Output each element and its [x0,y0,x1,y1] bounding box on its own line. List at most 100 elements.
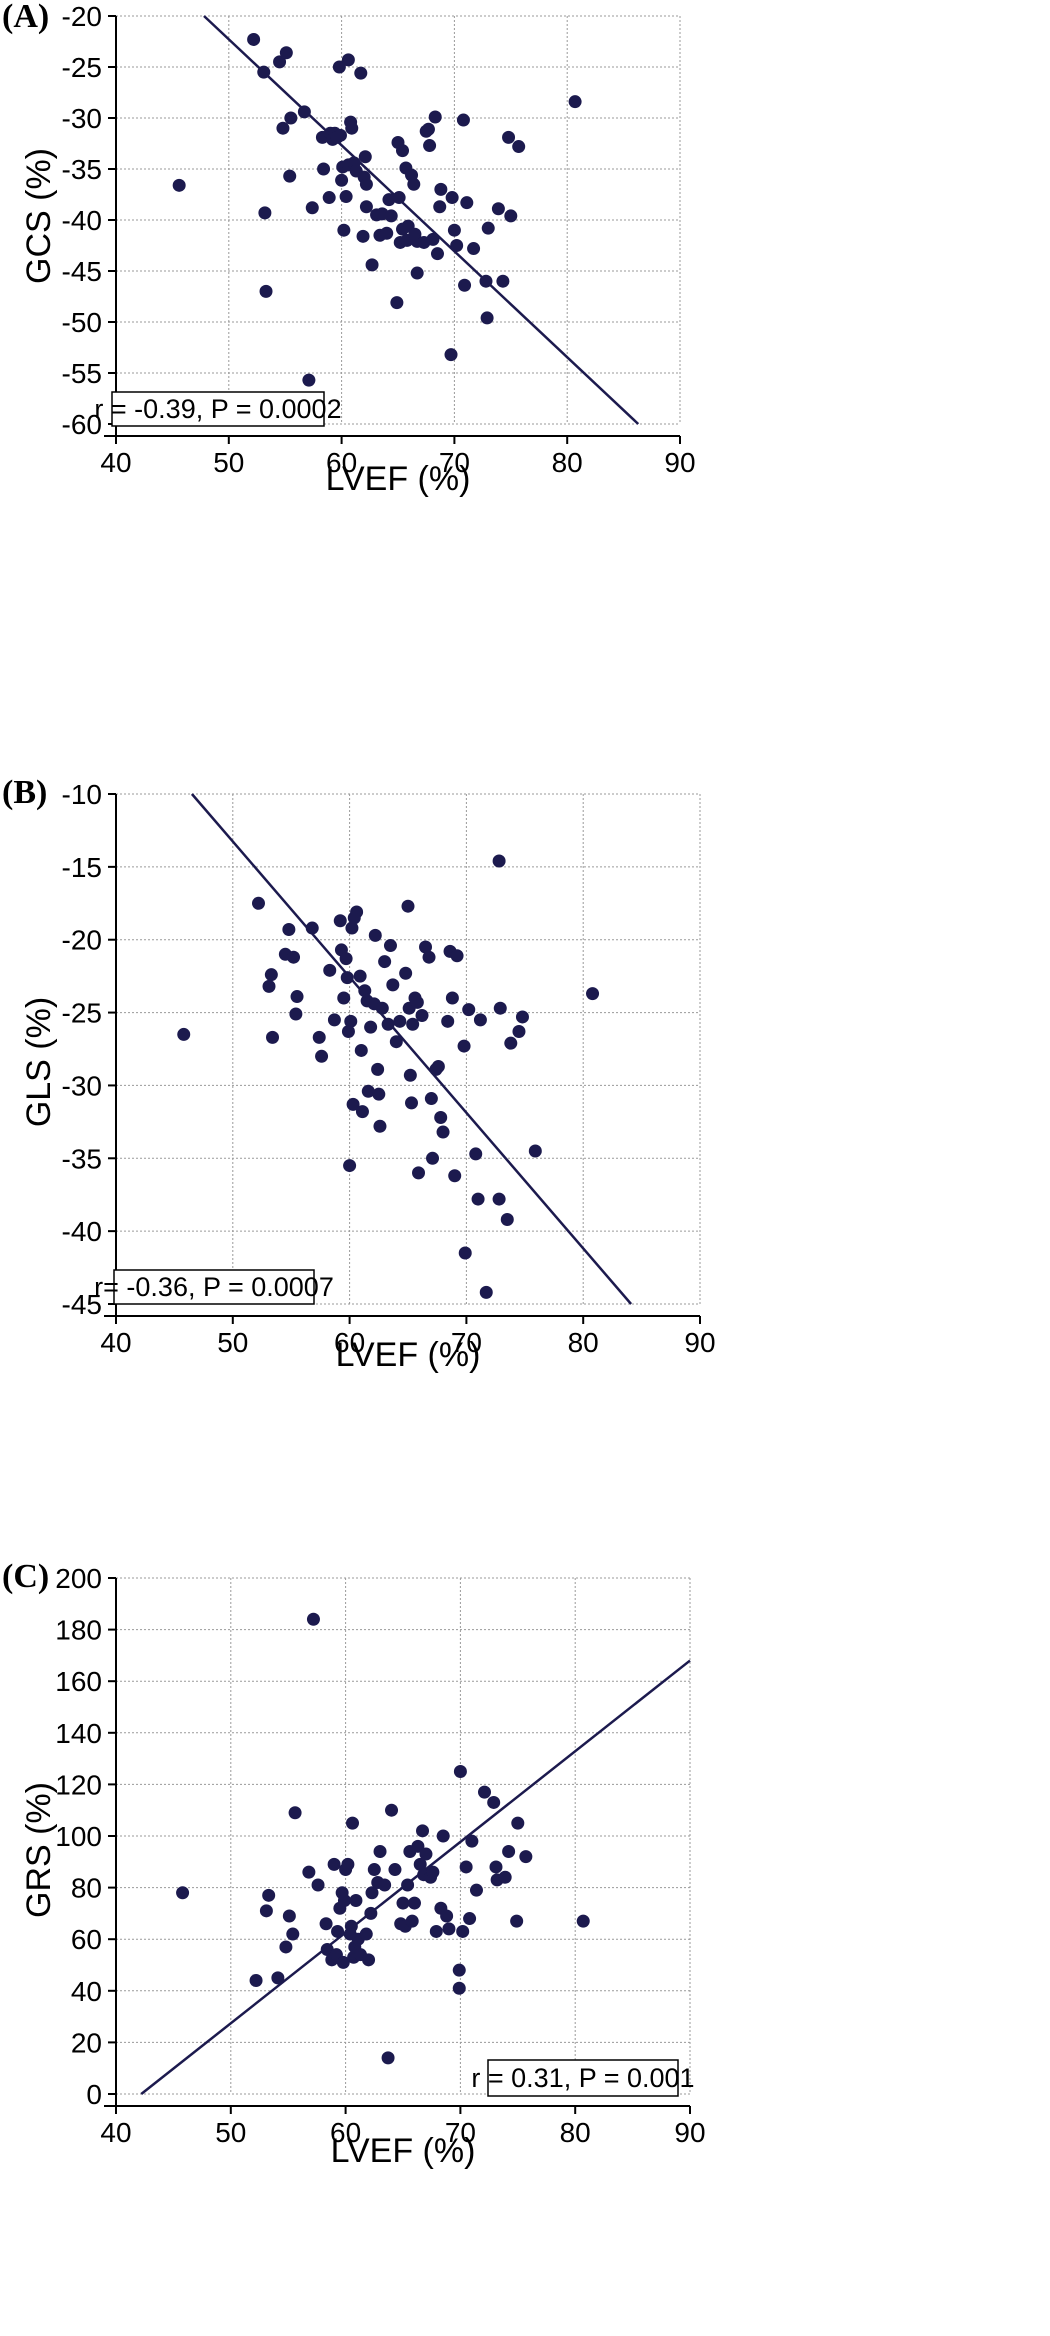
chart-c-data-point [419,1847,433,1861]
chart-b-data-point [500,1212,514,1226]
chart-panel-a: -60 -55 -50 -45 -40 -35 -30 -25 -20 40 50 60 70 80 90 L… [0,0,1050,752]
chart-c-data-point [405,1914,419,1928]
chart-c-data-point [311,1878,325,1892]
chart-b-regression-line [190,793,633,1305]
chart-c-data-point [452,1963,466,1977]
chart-b-data-point [403,1068,417,1082]
chart-b-y-tick-label: -10 [62,779,102,810]
chart-b-data-point [405,1096,419,1110]
chart-b-data-point [323,963,337,977]
chart-a-data-point [337,223,351,237]
chart-a-data-point [445,191,459,205]
chart-b-data-point [361,1084,375,1098]
chart-b-data-point [434,1110,448,1124]
chart-c-data-point [331,1924,345,1938]
chart-c-y-tick-label: 100 [55,1821,102,1852]
chart-c-x-tick-label: 60 [330,2117,361,2148]
chart-c-data-point [429,1924,443,1938]
chart-c-x-tick-label: 50 [215,2117,246,2148]
chart-a-data-point [297,105,311,119]
chart-a-data-point [332,60,346,74]
chart-c-data-point [378,1878,392,1892]
chart-b-data-point [426,1151,440,1165]
chart-c-y-axis-title: GRS (%) [20,1782,58,1918]
chart-c-data-point [362,1953,376,1967]
chart-a-data-point [480,311,494,325]
chart-b-data-point [364,1020,378,1034]
chart-b-data-point [368,928,382,942]
chart-a-data-point [335,173,349,187]
chart-c-y-tick-label: 40 [71,1976,102,2007]
chart-a-data-point [358,150,372,164]
chart-b-data-point [450,949,464,963]
chart-a-y-tick-label: -45 [62,256,102,287]
chart-b-data-point [406,1017,420,1031]
chart-c-x-tick-label: 70 [445,2117,476,2148]
chart-b-data-point [528,1144,542,1158]
chart-a-data-point [423,139,437,153]
chart-b-data-point [371,1062,385,1076]
chart-a-data-point [279,46,293,60]
chart-c-data-point [359,1927,373,1941]
chart-b-data-point [492,854,506,868]
chart-a-data-point [172,178,186,192]
chart-c-data-point [385,1803,399,1817]
chart-b-data-point [251,896,265,910]
panel-label-c: (C) [2,1558,50,1595]
chart-a-data-point [456,113,470,127]
chart-c-y-tick-label: 60 [71,1924,102,1955]
chart-b-data-point [479,1285,493,1299]
chart-b-data-point [312,1030,326,1044]
chart-b-data-point [383,939,397,953]
chart-b-data-point [340,971,354,985]
chart-a-data-point [380,226,394,240]
chart-b-data-point [493,1001,507,1015]
chart-b-data-point [457,1039,471,1053]
chart-a-y-tick-label: -35 [62,154,102,185]
chart-a-data-point [276,121,290,135]
chart-b-x-tick-label: 50 [217,1327,248,1358]
chart-c-data-point [511,1816,525,1830]
chart-b-data-point [445,991,459,1005]
chart-b-data-point [354,1043,368,1057]
chart-c-data-point [465,1834,479,1848]
chart-b-data-point [393,1014,407,1028]
chart-a-x-tick-label: 90 [664,447,695,478]
chart-a-data-point [257,65,271,79]
chart-a-data-point [359,200,373,214]
chart-c-data-point [279,1940,293,1954]
chart-b-data-point [399,966,413,980]
chart-b-data-point [512,1025,526,1039]
chart-b-data-point [424,1092,438,1106]
chart-b-data-point [441,1014,455,1028]
chart-b-y-tick-label: -35 [62,1143,102,1174]
chart-a-data-point [458,278,472,292]
chart-b-data-point [381,1017,395,1031]
chart-b-data-point [266,1030,280,1044]
chart-a-data-point [434,182,448,196]
chart-b-x-tick-label: 70 [451,1327,482,1358]
chart-b-data-point [410,995,424,1009]
chart-a-data-point [384,209,398,223]
chart-a-y-tick-label: -30 [62,103,102,134]
chart-a-y-tick-label: -60 [62,409,102,440]
chart-c-y-tick-label: 20 [71,2027,102,2058]
chart-a-data-point [390,296,404,310]
chart-b-data-point [353,969,367,983]
chart-a-data-point [322,191,336,205]
chart-a-y-tick-label: -40 [62,205,102,236]
chart-c-data-point [319,1917,333,1931]
chart-a-data-point [258,206,272,220]
chart-b-y-tick-label: -30 [62,1070,102,1101]
chart-c-data-point [286,1927,300,1941]
chart-b-data-point [282,923,296,937]
chart-b-data-point [290,990,304,1004]
chart-c-data-point [436,1829,450,1843]
chart-b-data-point [177,1027,191,1041]
chart-a-data-point [447,223,461,237]
chart-a-data-point [302,373,316,387]
chart-c-data-point [456,1924,470,1938]
chart-b-data-point [386,978,400,992]
chart-a-data-point [467,242,481,256]
chart-a-data-point [428,110,442,124]
